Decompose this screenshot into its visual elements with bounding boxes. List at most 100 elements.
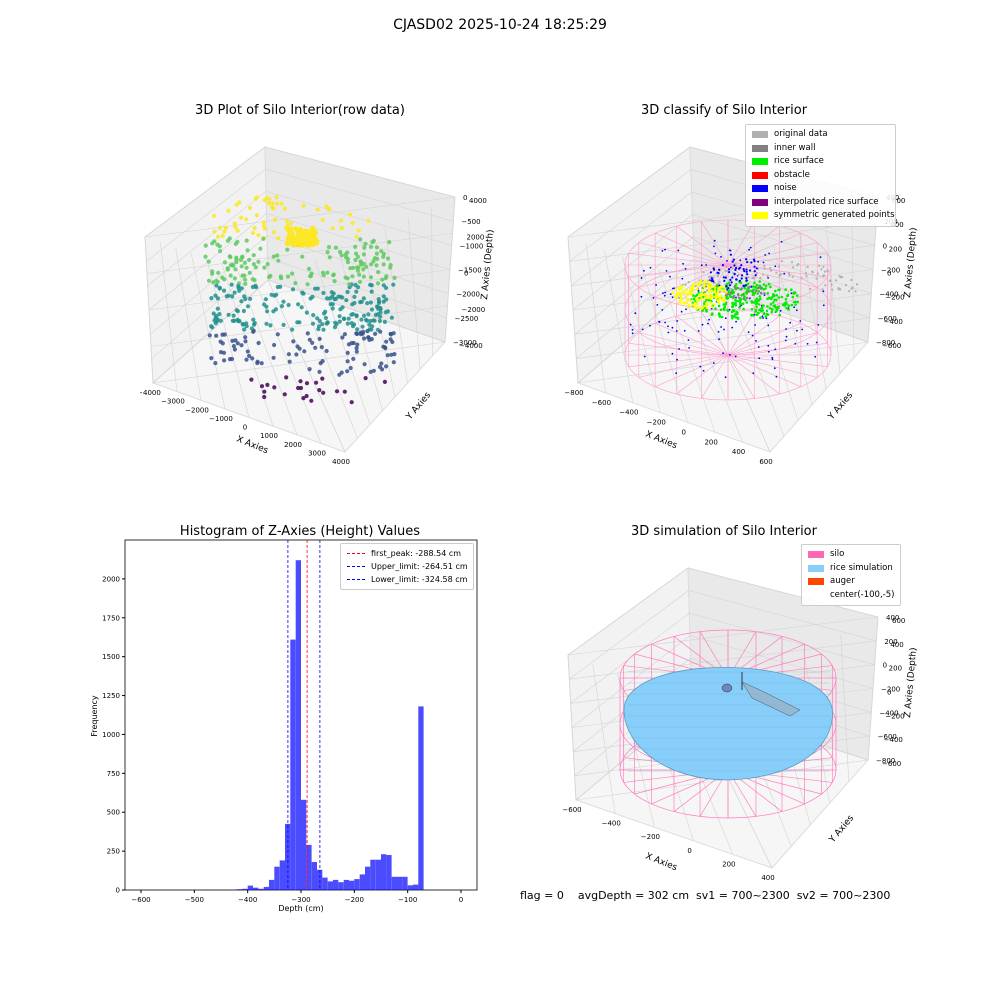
- original-point: [815, 277, 818, 280]
- inner-wall-point: [751, 290, 754, 293]
- rice-surface-point: [717, 312, 721, 315]
- rice-surface-point: [736, 317, 740, 320]
- data-point: [324, 296, 330, 301]
- data-point: [365, 301, 370, 306]
- rice-surface-point: [731, 316, 734, 320]
- noise-point: [709, 279, 711, 282]
- histogram-bar: [295, 560, 301, 890]
- gridline: [152, 341, 446, 384]
- symmetric-point: [705, 294, 708, 297]
- noise-point: [734, 355, 737, 358]
- symmetric-point: [710, 289, 713, 293]
- x-tick-label: −2000: [185, 406, 209, 414]
- histogram-bar: [279, 860, 285, 890]
- data-point: [222, 260, 227, 265]
- histogram-bar: [354, 879, 360, 890]
- inner-wall-point: [745, 296, 749, 300]
- data-point: [232, 347, 237, 352]
- original-point: [752, 277, 756, 280]
- noise-point: [734, 268, 737, 271]
- rice-surface-point: [783, 304, 786, 307]
- z-tick-label: −1500: [458, 267, 482, 275]
- data-point: [281, 299, 286, 304]
- y-tick-label: −200: [885, 294, 904, 302]
- noise-point: [681, 277, 684, 280]
- data-point: [320, 270, 326, 275]
- data-point: [225, 267, 230, 272]
- data-point: [271, 254, 276, 259]
- y-tick-label: 2000: [467, 233, 485, 241]
- data-point: [240, 322, 245, 327]
- original-point: [826, 269, 829, 272]
- noise-point: [701, 323, 704, 326]
- symmetric-point: [702, 289, 705, 293]
- legend-label: symmetric generated points: [774, 210, 895, 220]
- data-point: [368, 318, 373, 324]
- noise-point: [774, 348, 777, 351]
- data-point: [352, 300, 357, 306]
- noise-point: [724, 317, 727, 320]
- original-point: [766, 274, 769, 278]
- data-point: [301, 203, 306, 208]
- original-point: [818, 264, 821, 267]
- original-point: [769, 269, 773, 272]
- noise-point: [675, 372, 678, 375]
- data-point: [320, 376, 325, 381]
- data-point: [373, 331, 378, 336]
- data-point: [306, 266, 312, 271]
- data-point: [240, 273, 245, 278]
- data-point: [349, 400, 354, 405]
- data-point: [368, 275, 374, 280]
- original-point: [824, 284, 827, 287]
- y-tick-label: 0: [464, 270, 468, 278]
- original-point: [702, 271, 705, 274]
- data-point: [324, 348, 329, 354]
- data-point: [354, 289, 359, 294]
- data-point: [353, 257, 358, 263]
- panel2-ylabel: Y Axies: [826, 390, 855, 422]
- data-point: [339, 226, 344, 231]
- panel4-ylabel: Y Axies: [827, 813, 856, 845]
- noise-point: [734, 267, 738, 270]
- data-point: [296, 385, 301, 391]
- legend-item: first_peak: -288.54 cm: [347, 547, 467, 560]
- noise-point: [733, 272, 736, 276]
- rice-surface-point: [755, 305, 758, 309]
- x-tick-label: −600: [131, 896, 150, 904]
- y-tick-label: 1750: [102, 614, 120, 622]
- noise-point: [751, 334, 754, 337]
- data-point: [230, 294, 235, 299]
- data-point: [226, 208, 231, 213]
- y-tick-label: 1000: [102, 731, 120, 739]
- x-tick-label: −400: [619, 409, 638, 417]
- histogram-bar: [397, 876, 403, 890]
- noise-point: [731, 276, 734, 279]
- data-point: [253, 196, 258, 201]
- data-point: [375, 281, 381, 286]
- y-tick-label: −200: [885, 712, 904, 720]
- noise-point: [744, 284, 747, 287]
- symmetric-point: [710, 305, 714, 309]
- x-tick-label: 1000: [260, 432, 278, 440]
- original-point: [755, 272, 759, 275]
- symmetric-point: [705, 301, 708, 305]
- silo-spoke: [655, 232, 729, 266]
- silo-spoke: [701, 354, 729, 399]
- data-point: [275, 253, 280, 258]
- y-tick-label: −4000: [459, 342, 483, 350]
- rice-surface-point: [734, 283, 738, 286]
- data-point: [299, 305, 304, 310]
- symmetric-point: [677, 287, 681, 290]
- original-point: [804, 272, 808, 275]
- data-point: [379, 249, 384, 254]
- data-point: [218, 318, 223, 323]
- data-point: [381, 262, 386, 267]
- rice-surface-point: [746, 282, 750, 286]
- data-point: [347, 282, 352, 287]
- data-point: [310, 321, 316, 326]
- gridline: [431, 207, 433, 356]
- original-point: [787, 272, 791, 275]
- noise-point: [705, 264, 707, 266]
- data-point: [290, 271, 295, 276]
- data-point: [262, 226, 268, 231]
